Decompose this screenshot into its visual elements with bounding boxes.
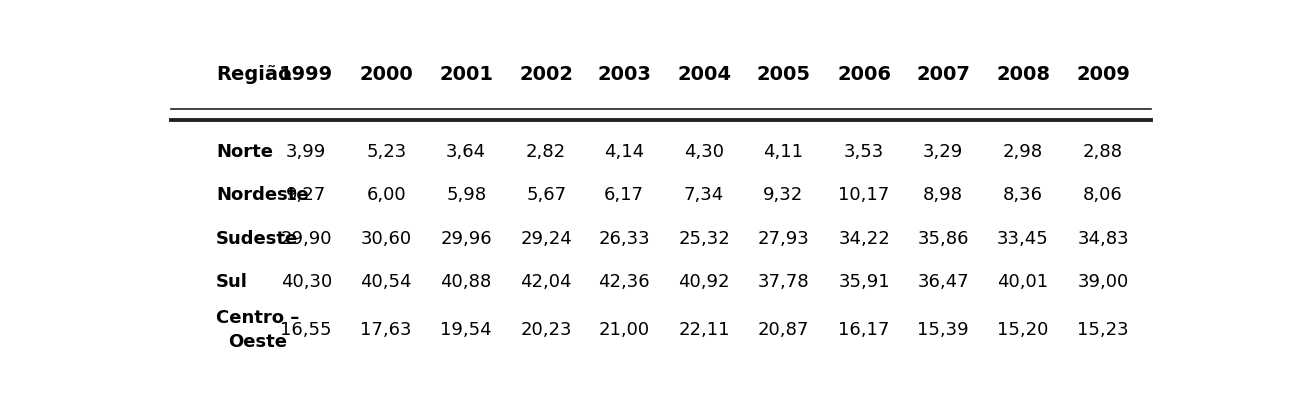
Text: 3,64: 3,64 xyxy=(446,143,486,161)
Text: 10,17: 10,17 xyxy=(838,186,890,204)
Text: 2006: 2006 xyxy=(837,65,891,84)
Text: Sudeste: Sudeste xyxy=(217,230,298,248)
Text: 2008: 2008 xyxy=(996,65,1050,84)
Text: 29,90: 29,90 xyxy=(280,230,332,248)
Text: Sul: Sul xyxy=(217,273,248,291)
Text: 2003: 2003 xyxy=(597,65,651,84)
Text: 5,98: 5,98 xyxy=(446,186,486,204)
Text: Nordeste: Nordeste xyxy=(217,186,308,204)
Text: 25,32: 25,32 xyxy=(679,230,730,248)
Text: 2002: 2002 xyxy=(519,65,573,84)
Text: 6,17: 6,17 xyxy=(604,186,644,204)
Text: 20,87: 20,87 xyxy=(757,321,809,339)
Text: 5,67: 5,67 xyxy=(526,186,566,204)
Text: Centro –
Oeste: Centro – Oeste xyxy=(217,309,299,351)
Text: 27,93: 27,93 xyxy=(757,230,809,248)
Text: 42,04: 42,04 xyxy=(520,273,571,291)
Text: Norte: Norte xyxy=(217,143,273,161)
Text: 39,00: 39,00 xyxy=(1077,273,1129,291)
Text: 8,98: 8,98 xyxy=(924,186,964,204)
Text: 8,36: 8,36 xyxy=(1004,186,1044,204)
Text: 30,60: 30,60 xyxy=(361,230,412,248)
Text: 26,33: 26,33 xyxy=(599,230,650,248)
Text: 7,34: 7,34 xyxy=(684,186,724,204)
Text: 40,92: 40,92 xyxy=(679,273,730,291)
Text: 34,83: 34,83 xyxy=(1077,230,1129,248)
Text: 1999: 1999 xyxy=(279,65,333,84)
Text: 6,00: 6,00 xyxy=(366,186,406,204)
Text: 4,11: 4,11 xyxy=(764,143,804,161)
Text: 5,23: 5,23 xyxy=(366,143,406,161)
Text: 35,86: 35,86 xyxy=(917,230,969,248)
Text: 20,23: 20,23 xyxy=(520,321,571,339)
Text: 2,88: 2,88 xyxy=(1084,143,1124,161)
Text: 3,99: 3,99 xyxy=(286,143,326,161)
Text: 9,27: 9,27 xyxy=(286,186,326,204)
Text: 3,29: 3,29 xyxy=(922,143,964,161)
Text: 35,91: 35,91 xyxy=(838,273,890,291)
Text: 2001: 2001 xyxy=(439,65,493,84)
Text: 33,45: 33,45 xyxy=(997,230,1049,248)
Text: 15,23: 15,23 xyxy=(1077,321,1129,339)
Text: 29,24: 29,24 xyxy=(520,230,571,248)
Text: 15,39: 15,39 xyxy=(917,321,969,339)
Text: 21,00: 21,00 xyxy=(599,321,650,339)
Text: 4,30: 4,30 xyxy=(684,143,724,161)
Text: 19,54: 19,54 xyxy=(440,321,491,339)
Text: 17,63: 17,63 xyxy=(360,321,412,339)
Text: 2007: 2007 xyxy=(916,65,970,84)
Text: 29,96: 29,96 xyxy=(440,230,491,248)
Text: 2004: 2004 xyxy=(677,65,731,84)
Text: 16,17: 16,17 xyxy=(838,321,890,339)
Text: 16,55: 16,55 xyxy=(280,321,332,339)
Text: 40,88: 40,88 xyxy=(441,273,491,291)
Text: 36,47: 36,47 xyxy=(917,273,969,291)
Text: 4,14: 4,14 xyxy=(604,143,644,161)
Text: 37,78: 37,78 xyxy=(757,273,809,291)
Text: 34,22: 34,22 xyxy=(838,230,890,248)
Text: 9,32: 9,32 xyxy=(762,186,804,204)
Text: 2000: 2000 xyxy=(360,65,413,84)
Text: 3,53: 3,53 xyxy=(844,143,884,161)
Text: 40,30: 40,30 xyxy=(281,273,332,291)
Text: Região: Região xyxy=(217,65,292,84)
Text: 40,01: 40,01 xyxy=(997,273,1049,291)
Text: 2,98: 2,98 xyxy=(1002,143,1044,161)
Text: 15,20: 15,20 xyxy=(997,321,1049,339)
Text: 2009: 2009 xyxy=(1076,65,1130,84)
Text: 22,11: 22,11 xyxy=(679,321,730,339)
Text: 2005: 2005 xyxy=(756,65,810,84)
Text: 40,54: 40,54 xyxy=(360,273,412,291)
Text: 2,82: 2,82 xyxy=(526,143,566,161)
Text: 8,06: 8,06 xyxy=(1084,186,1122,204)
Text: 42,36: 42,36 xyxy=(599,273,650,291)
